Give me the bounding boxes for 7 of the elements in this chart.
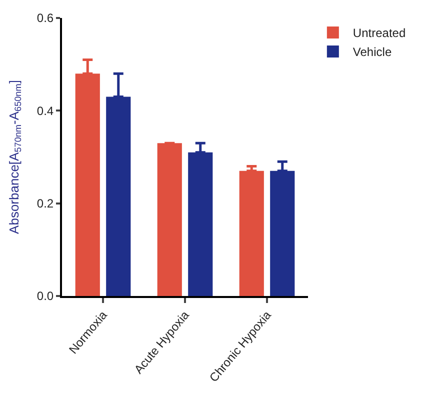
y-tick-label: 0.0 xyxy=(36,289,54,304)
y-tick-label: 0.2 xyxy=(36,196,54,211)
y-tick-label: 0.4 xyxy=(36,104,54,118)
legend-label: Untreated xyxy=(352,26,406,40)
legend-label: Vehicle xyxy=(352,45,392,60)
y-tick-label: 0.6 xyxy=(36,11,54,26)
bar xyxy=(157,143,182,296)
